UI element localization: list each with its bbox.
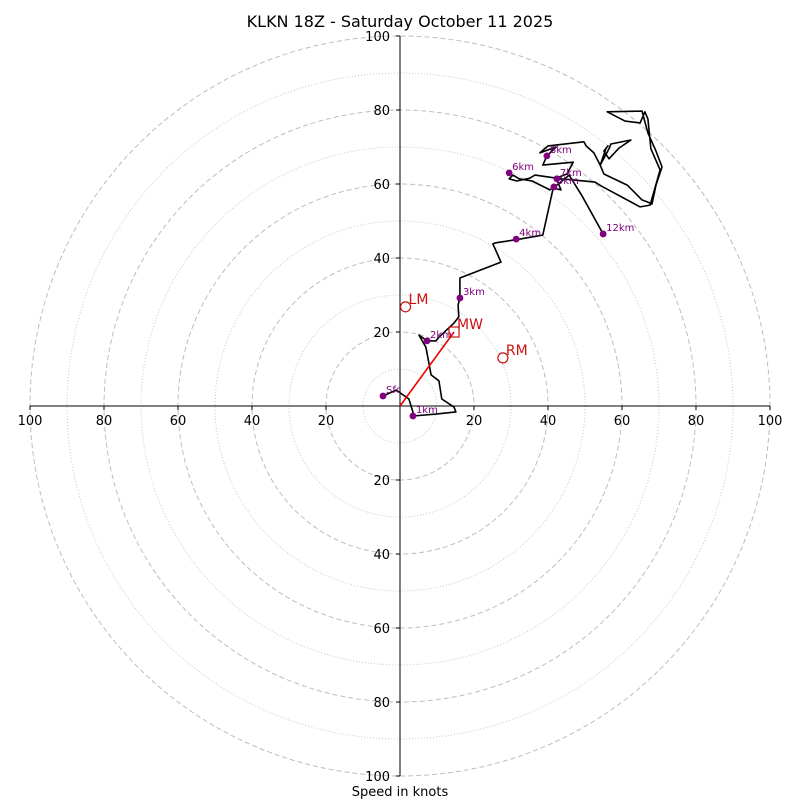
y-tick-label: 20 bbox=[373, 474, 390, 489]
height-marker-label: 1km bbox=[416, 405, 438, 416]
storm-motions: LM MW RM bbox=[399, 292, 528, 364]
storm-motion-label: MW bbox=[457, 317, 483, 333]
y-tick-label: 100 bbox=[365, 30, 390, 45]
x-tick-label: 80 bbox=[688, 414, 705, 429]
x-tick-label: 100 bbox=[758, 414, 783, 429]
storm-motion-marker bbox=[448, 326, 460, 338]
x-tick-label: 20 bbox=[466, 414, 483, 429]
y-tick-label: 40 bbox=[373, 252, 390, 267]
x-tick-label: 20 bbox=[318, 414, 335, 429]
height-marker-dot bbox=[423, 337, 431, 345]
x-tick-label: 60 bbox=[170, 414, 187, 429]
height-marker-dot bbox=[543, 152, 551, 160]
storm-motion-label: LM bbox=[409, 292, 429, 308]
height-marker-dot bbox=[456, 294, 464, 302]
height-marker-label: 7km bbox=[560, 168, 582, 179]
x-axis-label: Speed in knots bbox=[352, 785, 449, 800]
height-marker-label: 12km bbox=[606, 223, 634, 234]
mean-wind-vector bbox=[399, 331, 455, 407]
wind-trace bbox=[382, 110, 663, 417]
height-marker-label: 2km bbox=[430, 330, 452, 341]
y-tick-label: 80 bbox=[373, 696, 390, 711]
tick-labels: 100 80 60 40 20 20 40 60 80 100 100 80 60 40 20 20 40 60 8… bbox=[18, 30, 783, 785]
height-marker-dot bbox=[550, 183, 558, 191]
y-tick-label: 40 bbox=[373, 548, 390, 563]
height-marker-label: 5km bbox=[557, 176, 579, 187]
y-tick-label: 60 bbox=[373, 622, 390, 637]
x-tick-label: 100 bbox=[18, 414, 43, 429]
height-marker-dot bbox=[553, 175, 561, 183]
chart-title: KLKN 18Z - Saturday October 11 2025 bbox=[247, 12, 554, 31]
height-marker-dot bbox=[505, 169, 513, 177]
height-marker-label: 4km bbox=[519, 228, 541, 239]
height-marker-dot bbox=[409, 412, 417, 420]
height-marker-label: Sfc bbox=[386, 385, 401, 396]
height-markers: Sfc 1km 2km 3km 4km 5km 6km 7km 8km 12km bbox=[379, 145, 634, 420]
storm-motion-marker bbox=[497, 352, 509, 364]
x-tick-label: 40 bbox=[540, 414, 557, 429]
height-marker-label: 8km bbox=[550, 145, 572, 156]
height-marker-label: 6km bbox=[512, 162, 534, 173]
height-marker-dot bbox=[599, 230, 607, 238]
height-marker-label: 3km bbox=[463, 287, 485, 298]
y-tick-label: 100 bbox=[365, 770, 390, 785]
y-tick-label: 60 bbox=[373, 178, 390, 193]
x-tick-label: 40 bbox=[244, 414, 261, 429]
y-tick-label: 80 bbox=[373, 104, 390, 119]
x-tick-label: 80 bbox=[96, 414, 113, 429]
y-tick-label: 20 bbox=[373, 326, 390, 341]
storm-motion-marker bbox=[399, 301, 412, 313]
x-tick-label: 60 bbox=[614, 414, 631, 429]
height-marker-dot bbox=[512, 235, 520, 243]
hodograph-trace bbox=[382, 110, 663, 417]
height-marker-dot bbox=[379, 392, 387, 400]
storm-motion-label: RM bbox=[506, 343, 528, 359]
